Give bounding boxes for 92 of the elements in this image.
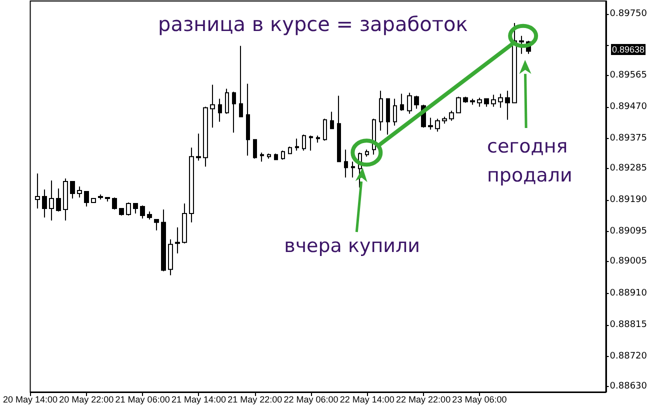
x-tick-label: 23 May 06:00 (452, 394, 507, 404)
candlestick (484, 98, 489, 108)
text: разница в курсе = заработок (158, 12, 468, 36)
candlestick (344, 149, 348, 178)
candlestick (337, 95, 341, 162)
x-tick-label: 20 May 14:00 (2, 394, 58, 404)
x-tick-label: 21 May 06:00 (115, 394, 170, 404)
y-tick-label: 0.89375 (610, 134, 647, 144)
y-tick-label: 0.89750 (610, 8, 648, 19)
candlestick (161, 208, 166, 272)
candlestick (400, 93, 404, 112)
candlestick (63, 178, 68, 221)
candlestick (105, 196, 110, 202)
candlestick (119, 208, 124, 216)
y-tick-label: 0.89470 (610, 102, 648, 112)
candlestick (210, 84, 215, 128)
candlestick (414, 95, 419, 110)
candlestick (168, 238, 173, 276)
y-tick-label: 0.88720 (610, 351, 648, 362)
candlestick (182, 202, 187, 244)
y-tick-label: 0.89095 (610, 226, 647, 237)
candlestick (140, 204, 145, 219)
candlestick (218, 98, 222, 122)
x-tick-label: 20 May 22:00 (59, 394, 114, 404)
candlestick (470, 98, 475, 106)
candlestick (189, 147, 194, 223)
candlestick (225, 88, 229, 114)
candlestick (35, 173, 40, 209)
candlestick (442, 116, 447, 124)
x-tick-label: 21 May 14:00 (171, 394, 226, 404)
y-tick-label: 0.88910 (610, 288, 648, 298)
candlestick (365, 149, 369, 158)
candlestick (449, 110, 454, 122)
candlestick (175, 226, 180, 254)
candlestick (274, 153, 278, 160)
candlestick (239, 45, 243, 118)
candlestick (246, 83, 250, 156)
candlestick (203, 106, 208, 168)
y-tick-label: 0.88630 (610, 381, 648, 392)
y-tick-label: 0.89190 (610, 195, 648, 206)
candlestick (84, 191, 89, 207)
candlestick (56, 188, 61, 212)
candlestick (491, 94, 496, 108)
candlestick (196, 133, 201, 162)
y-tick-label: 0.89565 (610, 70, 647, 80)
x-tick-label: 22 May 14:00 (340, 394, 394, 404)
x-tick-label: 22 May 06:00 (284, 394, 338, 404)
candlestick (379, 90, 383, 132)
candlestick (91, 198, 96, 203)
candlestick (267, 153, 271, 160)
candlestick (407, 92, 412, 114)
candlestick (302, 134, 306, 152)
candlestick (477, 97, 482, 108)
x-tick-label: 22 May 22:00 (396, 394, 451, 404)
candlestick (330, 111, 334, 130)
candlestick (309, 135, 313, 152)
candlestick (126, 202, 131, 216)
candlestick (232, 91, 236, 134)
candlestick (70, 181, 75, 199)
y-tick-label: 0.89285 (610, 164, 647, 174)
candlestick (281, 150, 285, 160)
candlestick (393, 98, 397, 126)
candlestick (253, 139, 257, 160)
text: 0.89638 (612, 44, 645, 54)
candlestick (154, 218, 159, 231)
candlestick (498, 93, 503, 108)
candlestick (435, 118, 440, 132)
candlestick (77, 186, 82, 198)
candlestick (133, 202, 138, 214)
candlestick (98, 194, 103, 200)
candlestick (49, 180, 54, 221)
candlestick (295, 138, 299, 152)
candlestick (456, 96, 461, 114)
candlestick (512, 22, 517, 104)
candlestick (147, 210, 152, 220)
candlestick (505, 90, 510, 120)
annotation: сегодня продали (487, 136, 572, 186)
candlestick (112, 196, 117, 210)
candlestick (428, 117, 433, 130)
candlestick (519, 35, 524, 54)
candlestick (42, 189, 47, 218)
annotation: вчера купили (284, 235, 420, 258)
candlestick (463, 96, 468, 104)
candlestick (386, 98, 390, 136)
candlestick (288, 146, 292, 154)
candlestick (260, 152, 264, 162)
candlestick (323, 118, 327, 142)
y-tick-label: 0.89005 (610, 256, 647, 267)
candlestick (351, 161, 355, 178)
y-tick-label: 0.88815 (610, 320, 647, 330)
x-tick-label: 21 May 22:00 (228, 394, 282, 404)
candlestick (316, 135, 320, 144)
